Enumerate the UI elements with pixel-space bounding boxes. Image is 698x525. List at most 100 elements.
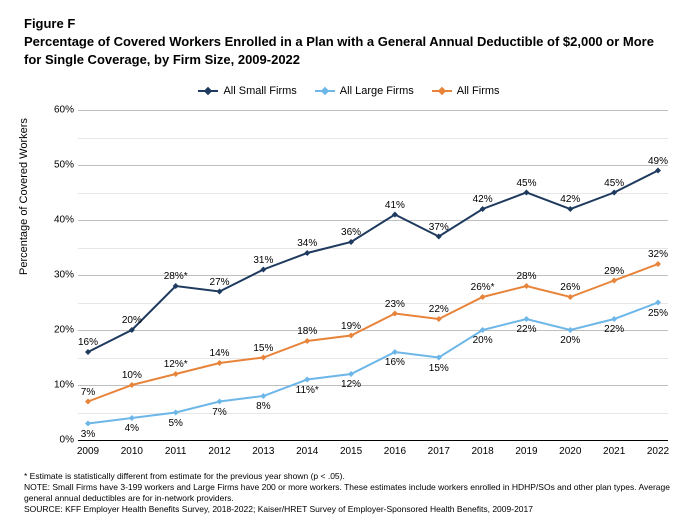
series-marker	[217, 399, 223, 405]
series-marker	[260, 355, 266, 361]
series-marker	[611, 316, 617, 322]
legend-item: All Small Firms	[198, 85, 296, 97]
figure-label: Figure F	[24, 16, 75, 31]
data-label: 42%	[560, 194, 580, 205]
series-marker	[523, 283, 529, 289]
footnote-source: SOURCE: KFF Employer Health Benefits Sur…	[24, 504, 674, 515]
series-marker	[655, 261, 661, 267]
data-label: 4%	[125, 423, 139, 434]
data-label: 42%	[473, 194, 493, 205]
footnotes: * Estimate is statistically different fr…	[24, 471, 674, 515]
data-label: 41%	[385, 200, 405, 211]
data-label: 26%	[560, 282, 580, 293]
data-label: 16%	[385, 357, 405, 368]
data-label: 15%	[429, 363, 449, 374]
series-marker	[567, 206, 573, 212]
x-tick-label: 2009	[77, 446, 99, 457]
data-label: 16%	[78, 337, 98, 348]
y-axis-label: Percentage of Covered Workers	[18, 118, 30, 275]
series-marker	[304, 250, 310, 256]
data-label: 36%	[341, 227, 361, 238]
data-label: 12%	[341, 379, 361, 390]
data-label: 22%	[429, 304, 449, 315]
x-tick-label: 2014	[296, 446, 318, 457]
series-marker	[217, 360, 223, 366]
series-marker	[523, 316, 529, 322]
data-label: 22%	[604, 324, 624, 335]
data-label: 12%*	[164, 359, 188, 370]
data-label: 34%	[297, 238, 317, 249]
data-label: 18%	[297, 326, 317, 337]
legend-swatch	[315, 90, 335, 92]
chart-title: Percentage of Covered Workers Enrolled i…	[24, 33, 674, 68]
series-marker	[129, 415, 135, 421]
data-label: 14%	[210, 348, 230, 359]
series-marker	[173, 410, 179, 416]
footnote-note: NOTE: Small Firms have 3-199 workers and…	[24, 482, 674, 504]
y-tick-label: 20%	[48, 325, 74, 336]
data-label: 29%	[604, 266, 624, 277]
y-tick-label: 40%	[48, 215, 74, 226]
data-label: 10%	[122, 370, 142, 381]
series-marker	[567, 327, 573, 333]
legend-swatch	[198, 90, 218, 92]
legend-item: All Large Firms	[315, 85, 414, 97]
series-marker	[85, 421, 91, 427]
data-label: 20%	[473, 335, 493, 346]
series-marker	[85, 399, 91, 405]
data-label: 19%	[341, 321, 361, 332]
data-label: 28%	[516, 271, 536, 282]
y-tick-label: 50%	[48, 160, 74, 171]
series-marker	[304, 377, 310, 383]
x-tick-label: 2012	[208, 446, 230, 457]
data-label: 32%	[648, 249, 668, 260]
x-tick-label: 2017	[428, 446, 450, 457]
legend: All Small Firms All Large Firms All Firms	[0, 85, 698, 97]
series-marker	[173, 371, 179, 377]
series-marker	[129, 382, 135, 388]
data-label: 25%	[648, 308, 668, 319]
x-tick-label: 2013	[252, 446, 274, 457]
data-label: 27%	[210, 277, 230, 288]
legend-label: All Firms	[457, 85, 500, 97]
data-label: 15%	[253, 343, 273, 354]
data-label: 26%*	[471, 282, 495, 293]
data-label: 28%*	[164, 271, 188, 282]
data-label: 7%	[81, 387, 95, 398]
legend-item: All Firms	[432, 85, 500, 97]
x-axis-line	[78, 440, 668, 441]
data-label: 37%	[429, 222, 449, 233]
x-tick-label: 2020	[559, 446, 581, 457]
series-marker	[260, 393, 266, 399]
x-tick-label: 2018	[471, 446, 493, 457]
data-label: 23%	[385, 299, 405, 310]
data-label: 22%	[516, 324, 536, 335]
data-label: 7%	[212, 407, 226, 418]
data-label: 45%	[604, 178, 624, 189]
data-label: 45%	[516, 178, 536, 189]
data-label: 20%	[122, 315, 142, 326]
data-label: 49%	[648, 156, 668, 167]
legend-label: All Large Firms	[340, 85, 414, 97]
legend-label: All Small Firms	[223, 85, 296, 97]
data-label: 8%	[256, 401, 270, 412]
x-tick-label: 2019	[515, 446, 537, 457]
footnote-significance: * Estimate is statistically different fr…	[24, 471, 674, 482]
data-label: 31%	[253, 255, 273, 266]
x-tick-label: 2015	[340, 446, 362, 457]
x-tick-label: 2016	[384, 446, 406, 457]
x-tick-label: 2021	[603, 446, 625, 457]
y-tick-label: 60%	[48, 105, 74, 116]
series-marker	[567, 294, 573, 300]
series-marker	[304, 338, 310, 344]
data-label: 11%*	[296, 385, 319, 396]
series-marker	[655, 300, 661, 306]
y-tick-label: 10%	[48, 380, 74, 391]
series-marker	[611, 278, 617, 284]
data-label: 20%	[560, 335, 580, 346]
x-tick-label: 2022	[647, 446, 669, 457]
x-tick-label: 2011	[165, 446, 187, 457]
series-marker	[523, 190, 529, 196]
x-tick-label: 2010	[121, 446, 143, 457]
legend-swatch	[432, 90, 452, 92]
